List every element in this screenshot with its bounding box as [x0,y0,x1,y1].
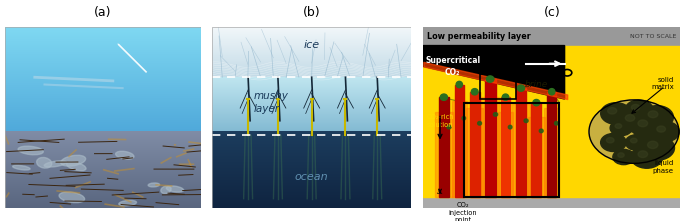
Circle shape [640,136,675,160]
Ellipse shape [462,116,466,120]
Ellipse shape [554,122,558,125]
Text: CO₂-rich
solution: CO₂-rich solution [426,114,453,128]
Circle shape [615,124,622,128]
Circle shape [608,108,616,114]
Text: CO₂
injection
point: CO₂ injection point [449,202,477,221]
Text: △: △ [437,188,443,194]
Circle shape [606,137,614,143]
Ellipse shape [549,89,555,95]
Bar [5,132,201,144]
Bar [423,27,680,46]
Ellipse shape [508,125,512,129]
Bar [466,108,483,197]
Text: Spreading of
buoyant current: Spreading of buoyant current [508,56,564,70]
Ellipse shape [61,155,86,166]
Ellipse shape [456,81,462,88]
Bar [528,117,545,197]
Bar [455,84,464,197]
Ellipse shape [18,146,43,155]
Ellipse shape [119,200,136,206]
Ellipse shape [12,165,30,170]
Text: liquid
phase: liquid phase [653,160,674,174]
Circle shape [601,133,626,152]
Circle shape [630,138,637,143]
Bar [423,46,680,197]
Bar [438,97,449,197]
Text: mushy
layer: mushy layer [254,91,289,114]
Bar [423,197,680,208]
Ellipse shape [533,99,540,106]
Circle shape [647,141,658,149]
Circle shape [613,149,634,165]
Circle shape [625,135,647,150]
Circle shape [589,100,679,163]
Text: solid
matrix: solid matrix [651,77,674,90]
Circle shape [638,151,647,158]
Text: ocean: ocean [295,172,329,182]
Text: (a): (a) [95,6,112,19]
Polygon shape [423,46,564,99]
Bar [544,108,560,197]
Text: (c): (c) [543,6,560,19]
Ellipse shape [502,94,509,100]
Circle shape [632,105,640,110]
Bar [547,92,556,197]
Bar [481,97,499,197]
Ellipse shape [471,89,478,95]
Ellipse shape [59,192,85,203]
Text: Low permeability layer: Low permeability layer [427,32,531,41]
Ellipse shape [493,113,498,116]
Ellipse shape [148,183,160,187]
Text: NOT TO SCALE: NOT TO SCALE [630,34,676,39]
Bar [451,101,467,197]
Ellipse shape [486,76,494,82]
Text: Supercritical
CO₂: Supercritical CO₂ [425,56,480,77]
Ellipse shape [517,85,525,91]
Circle shape [625,115,635,121]
Text: brine: brine [525,80,548,89]
Circle shape [625,100,653,120]
Ellipse shape [440,94,447,100]
Bar [435,112,453,197]
Circle shape [657,126,666,132]
Bar [516,88,526,197]
Ellipse shape [36,157,52,168]
Ellipse shape [45,161,66,167]
Ellipse shape [524,119,528,123]
Ellipse shape [116,151,134,159]
Bar [485,79,495,197]
Text: ice: ice [303,40,320,50]
Circle shape [618,153,624,157]
Ellipse shape [447,125,451,129]
Ellipse shape [477,122,482,125]
Circle shape [640,106,673,129]
Circle shape [618,110,650,132]
Bar [498,112,513,197]
Bar [479,74,516,99]
Ellipse shape [66,162,86,171]
Bar [470,92,479,197]
Circle shape [650,121,680,142]
Circle shape [631,146,663,168]
Bar [532,103,541,197]
Circle shape [648,111,658,118]
Bar [501,97,510,197]
Circle shape [638,120,647,127]
Ellipse shape [166,186,184,192]
Ellipse shape [161,186,171,194]
Circle shape [631,115,663,138]
Circle shape [610,120,632,136]
Bar [464,103,560,197]
Text: (b): (b) [303,6,321,19]
Circle shape [601,103,632,124]
Ellipse shape [539,129,543,133]
Bar [512,105,530,197]
